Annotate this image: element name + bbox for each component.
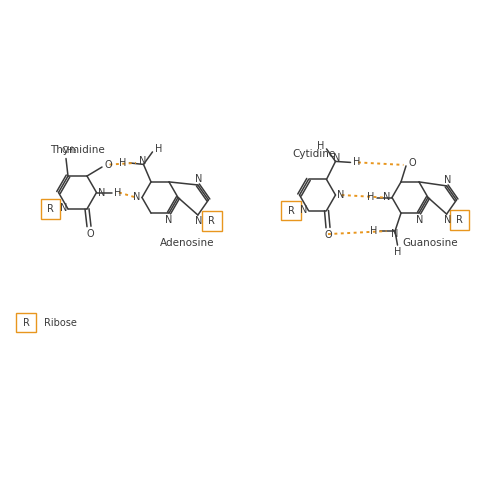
Text: Guanosine: Guanosine	[402, 238, 458, 248]
Text: N: N	[337, 190, 344, 200]
Text: N: N	[444, 175, 452, 185]
Text: N: N	[98, 188, 105, 198]
Text: H: H	[114, 188, 121, 198]
Text: N: N	[195, 174, 202, 184]
Text: N: N	[444, 215, 452, 225]
Text: R: R	[288, 206, 294, 216]
Text: H: H	[370, 226, 377, 236]
Text: H: H	[120, 158, 126, 168]
Text: N: N	[300, 204, 308, 214]
Text: O: O	[86, 229, 94, 239]
Text: H: H	[317, 141, 324, 151]
Text: N: N	[333, 153, 340, 163]
Text: O: O	[324, 230, 332, 240]
Text: N: N	[60, 203, 68, 213]
Text: H: H	[394, 246, 401, 256]
Text: R: R	[456, 215, 463, 225]
Text: N: N	[195, 216, 202, 226]
Text: Ribose: Ribose	[44, 318, 77, 328]
Text: Thymidine: Thymidine	[50, 145, 105, 155]
Text: N: N	[166, 214, 172, 224]
FancyBboxPatch shape	[281, 200, 301, 220]
Text: N: N	[391, 229, 398, 239]
Text: N: N	[384, 192, 390, 202]
FancyBboxPatch shape	[450, 210, 469, 230]
Text: R: R	[208, 216, 216, 226]
Text: N: N	[134, 192, 140, 202]
Text: R: R	[47, 204, 54, 214]
Text: R: R	[22, 318, 30, 328]
Text: H: H	[367, 192, 374, 202]
Text: CH₃: CH₃	[62, 146, 78, 154]
Text: H: H	[155, 144, 162, 154]
Text: O: O	[104, 160, 112, 170]
Text: N: N	[416, 214, 423, 224]
FancyBboxPatch shape	[202, 211, 222, 231]
FancyBboxPatch shape	[16, 312, 36, 332]
Text: O: O	[408, 158, 416, 168]
Text: Cytidine: Cytidine	[292, 149, 336, 159]
Text: Adenosine: Adenosine	[160, 238, 214, 248]
Text: N: N	[139, 156, 146, 166]
FancyBboxPatch shape	[40, 199, 60, 219]
Text: H: H	[353, 158, 360, 168]
